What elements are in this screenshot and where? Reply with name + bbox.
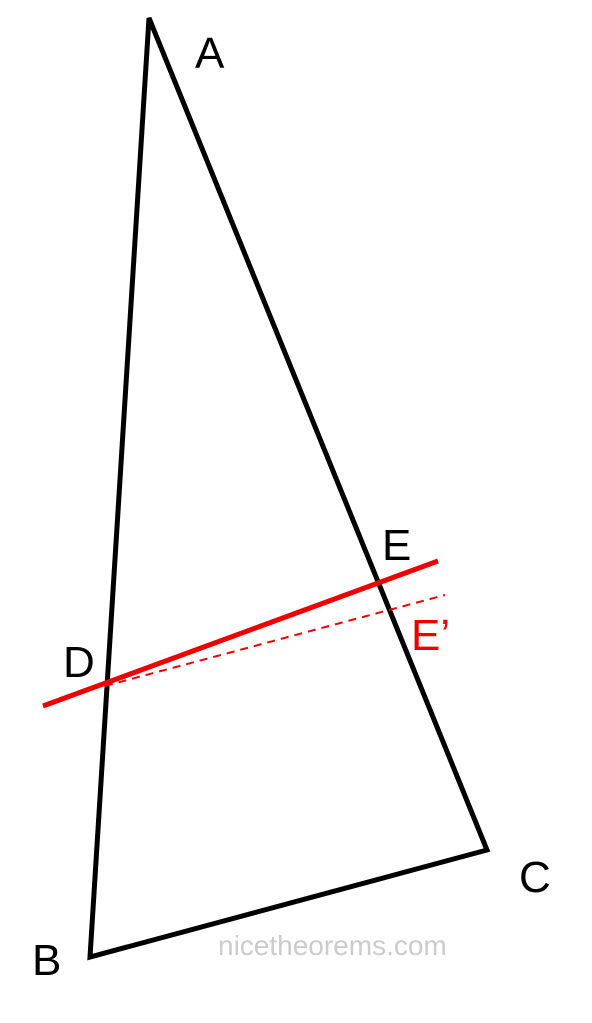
label-c: C [519, 853, 551, 902]
label-e-prime: E’ [411, 611, 450, 660]
label-d: D [63, 638, 95, 687]
label-e: E [382, 521, 411, 570]
dashed-line [104, 594, 446, 687]
triangle [87, 17, 491, 961]
label-b: B [32, 936, 61, 985]
label-a: A [195, 29, 225, 78]
parallel-line [42, 558, 439, 709]
watermark: nicetheorems.com [218, 930, 447, 961]
